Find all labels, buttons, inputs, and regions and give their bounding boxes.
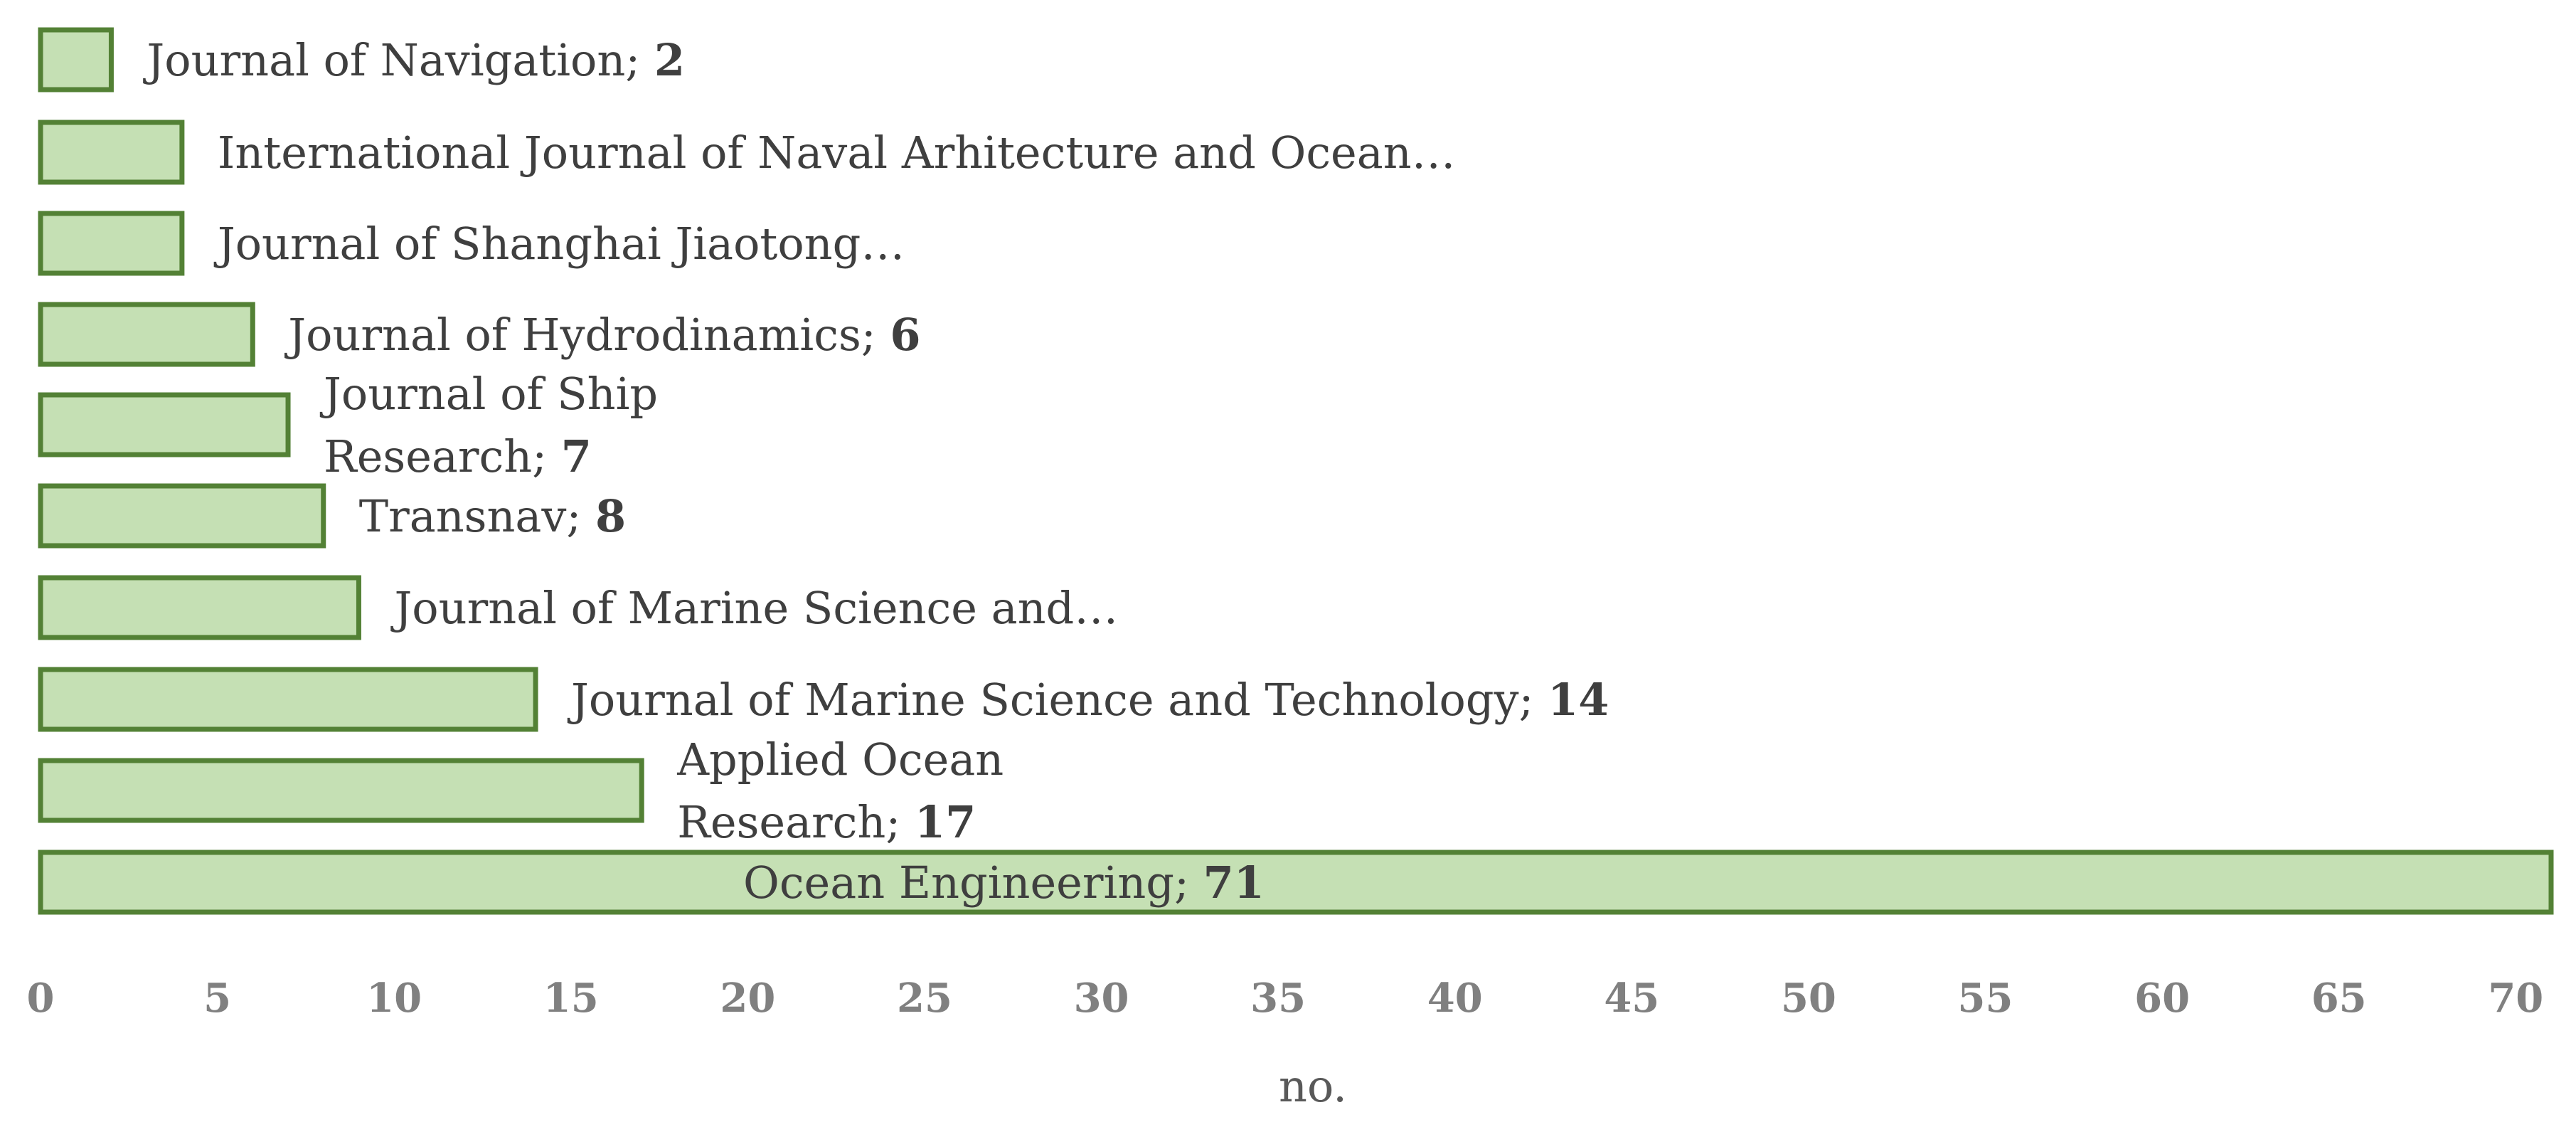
- bar: [38, 758, 644, 823]
- x-axis-ticks: 0 5 10 15 20 25 30 35 40 45 50 55 60 65 70: [27, 975, 2544, 1022]
- bar-label-line: Ocean Engineering;: [743, 857, 1203, 909]
- bar-label: Journal of Navigation; 2: [142, 34, 685, 86]
- bar-value-label: 71: [1203, 857, 1265, 909]
- bar: [38, 575, 361, 640]
- bar-label: Journal of Marine Science and Technology…: [567, 674, 1609, 726]
- bar-labels-group: Journal of Navigation; 2 International Jo…: [142, 34, 1609, 909]
- bar-label-line: Transnav;: [359, 490, 595, 542]
- bar: [38, 850, 2554, 915]
- bar-value-label: 8: [595, 490, 626, 542]
- bar-value-label: 14: [1548, 674, 1609, 726]
- x-tick-label: 40: [1427, 975, 1483, 1022]
- bar-label-line: International Journal of Naval Arhitectu…: [218, 127, 1456, 179]
- x-tick-label: 10: [366, 975, 422, 1022]
- x-tick-label: 70: [2488, 975, 2543, 1022]
- bar-label: Journal of Shanghai Jiaotong…: [213, 218, 905, 270]
- bar-label-line: Journal of Navigation;: [142, 34, 654, 86]
- bar: [38, 392, 291, 457]
- bar-label-line: Journal of Shanghai Jiaotong…: [213, 218, 905, 270]
- x-tick-label: 55: [1958, 975, 2013, 1022]
- bar: [38, 27, 114, 92]
- x-tick-label: 15: [543, 975, 599, 1022]
- x-tick-label: 50: [1781, 975, 1836, 1022]
- x-tick-label: 25: [897, 975, 952, 1022]
- bar-label: International Journal of Naval Arhitectu…: [218, 127, 1456, 179]
- bar-label: Applied Ocean Research; 17: [676, 734, 1004, 848]
- bar-label: Ocean Engineering; 71: [743, 857, 1265, 909]
- bar-value-label: 6: [890, 309, 920, 361]
- x-axis-title: no.: [1279, 1060, 1347, 1112]
- bar-label: Transnav; 8: [359, 490, 626, 542]
- bar: [38, 211, 185, 276]
- bar-label: Journal of Ship Research; 7: [319, 368, 658, 482]
- bar: [38, 667, 538, 732]
- bar-label-line: Journal of Marine Science and…: [390, 582, 1118, 634]
- bars-group: [38, 27, 2554, 915]
- x-tick-label: 65: [2311, 975, 2367, 1022]
- bar-label-line: Journal of Hydrodinamics;: [284, 309, 890, 361]
- x-tick-label: 30: [1074, 975, 1129, 1022]
- bar-label: Journal of Hydrodinamics; 6: [284, 309, 920, 361]
- x-tick-label: 45: [1604, 975, 1659, 1022]
- x-tick-label: 5: [203, 975, 231, 1022]
- x-tick-label: 35: [1250, 975, 1306, 1022]
- bar-value-label: 2: [654, 34, 685, 86]
- bar-label: Journal of Marine Science and…: [390, 582, 1118, 634]
- bar-value-label: 17: [915, 796, 976, 848]
- bar-label-line: Journal of Ship: [319, 368, 658, 420]
- bar: [38, 302, 255, 367]
- x-tick-label: 60: [2134, 975, 2190, 1022]
- bar-label-line: Research;: [324, 430, 561, 482]
- bar: [38, 483, 326, 549]
- bar-value-label: 7: [561, 430, 592, 482]
- bar-label-line: Research;: [677, 796, 915, 848]
- bar-label-line: Journal of Marine Science and Technology…: [567, 674, 1548, 726]
- x-tick-label: 20: [720, 975, 775, 1022]
- bar: [38, 120, 185, 185]
- x-tick-label: 0: [27, 975, 55, 1022]
- bar-label-line: Applied Ocean: [676, 734, 1004, 785]
